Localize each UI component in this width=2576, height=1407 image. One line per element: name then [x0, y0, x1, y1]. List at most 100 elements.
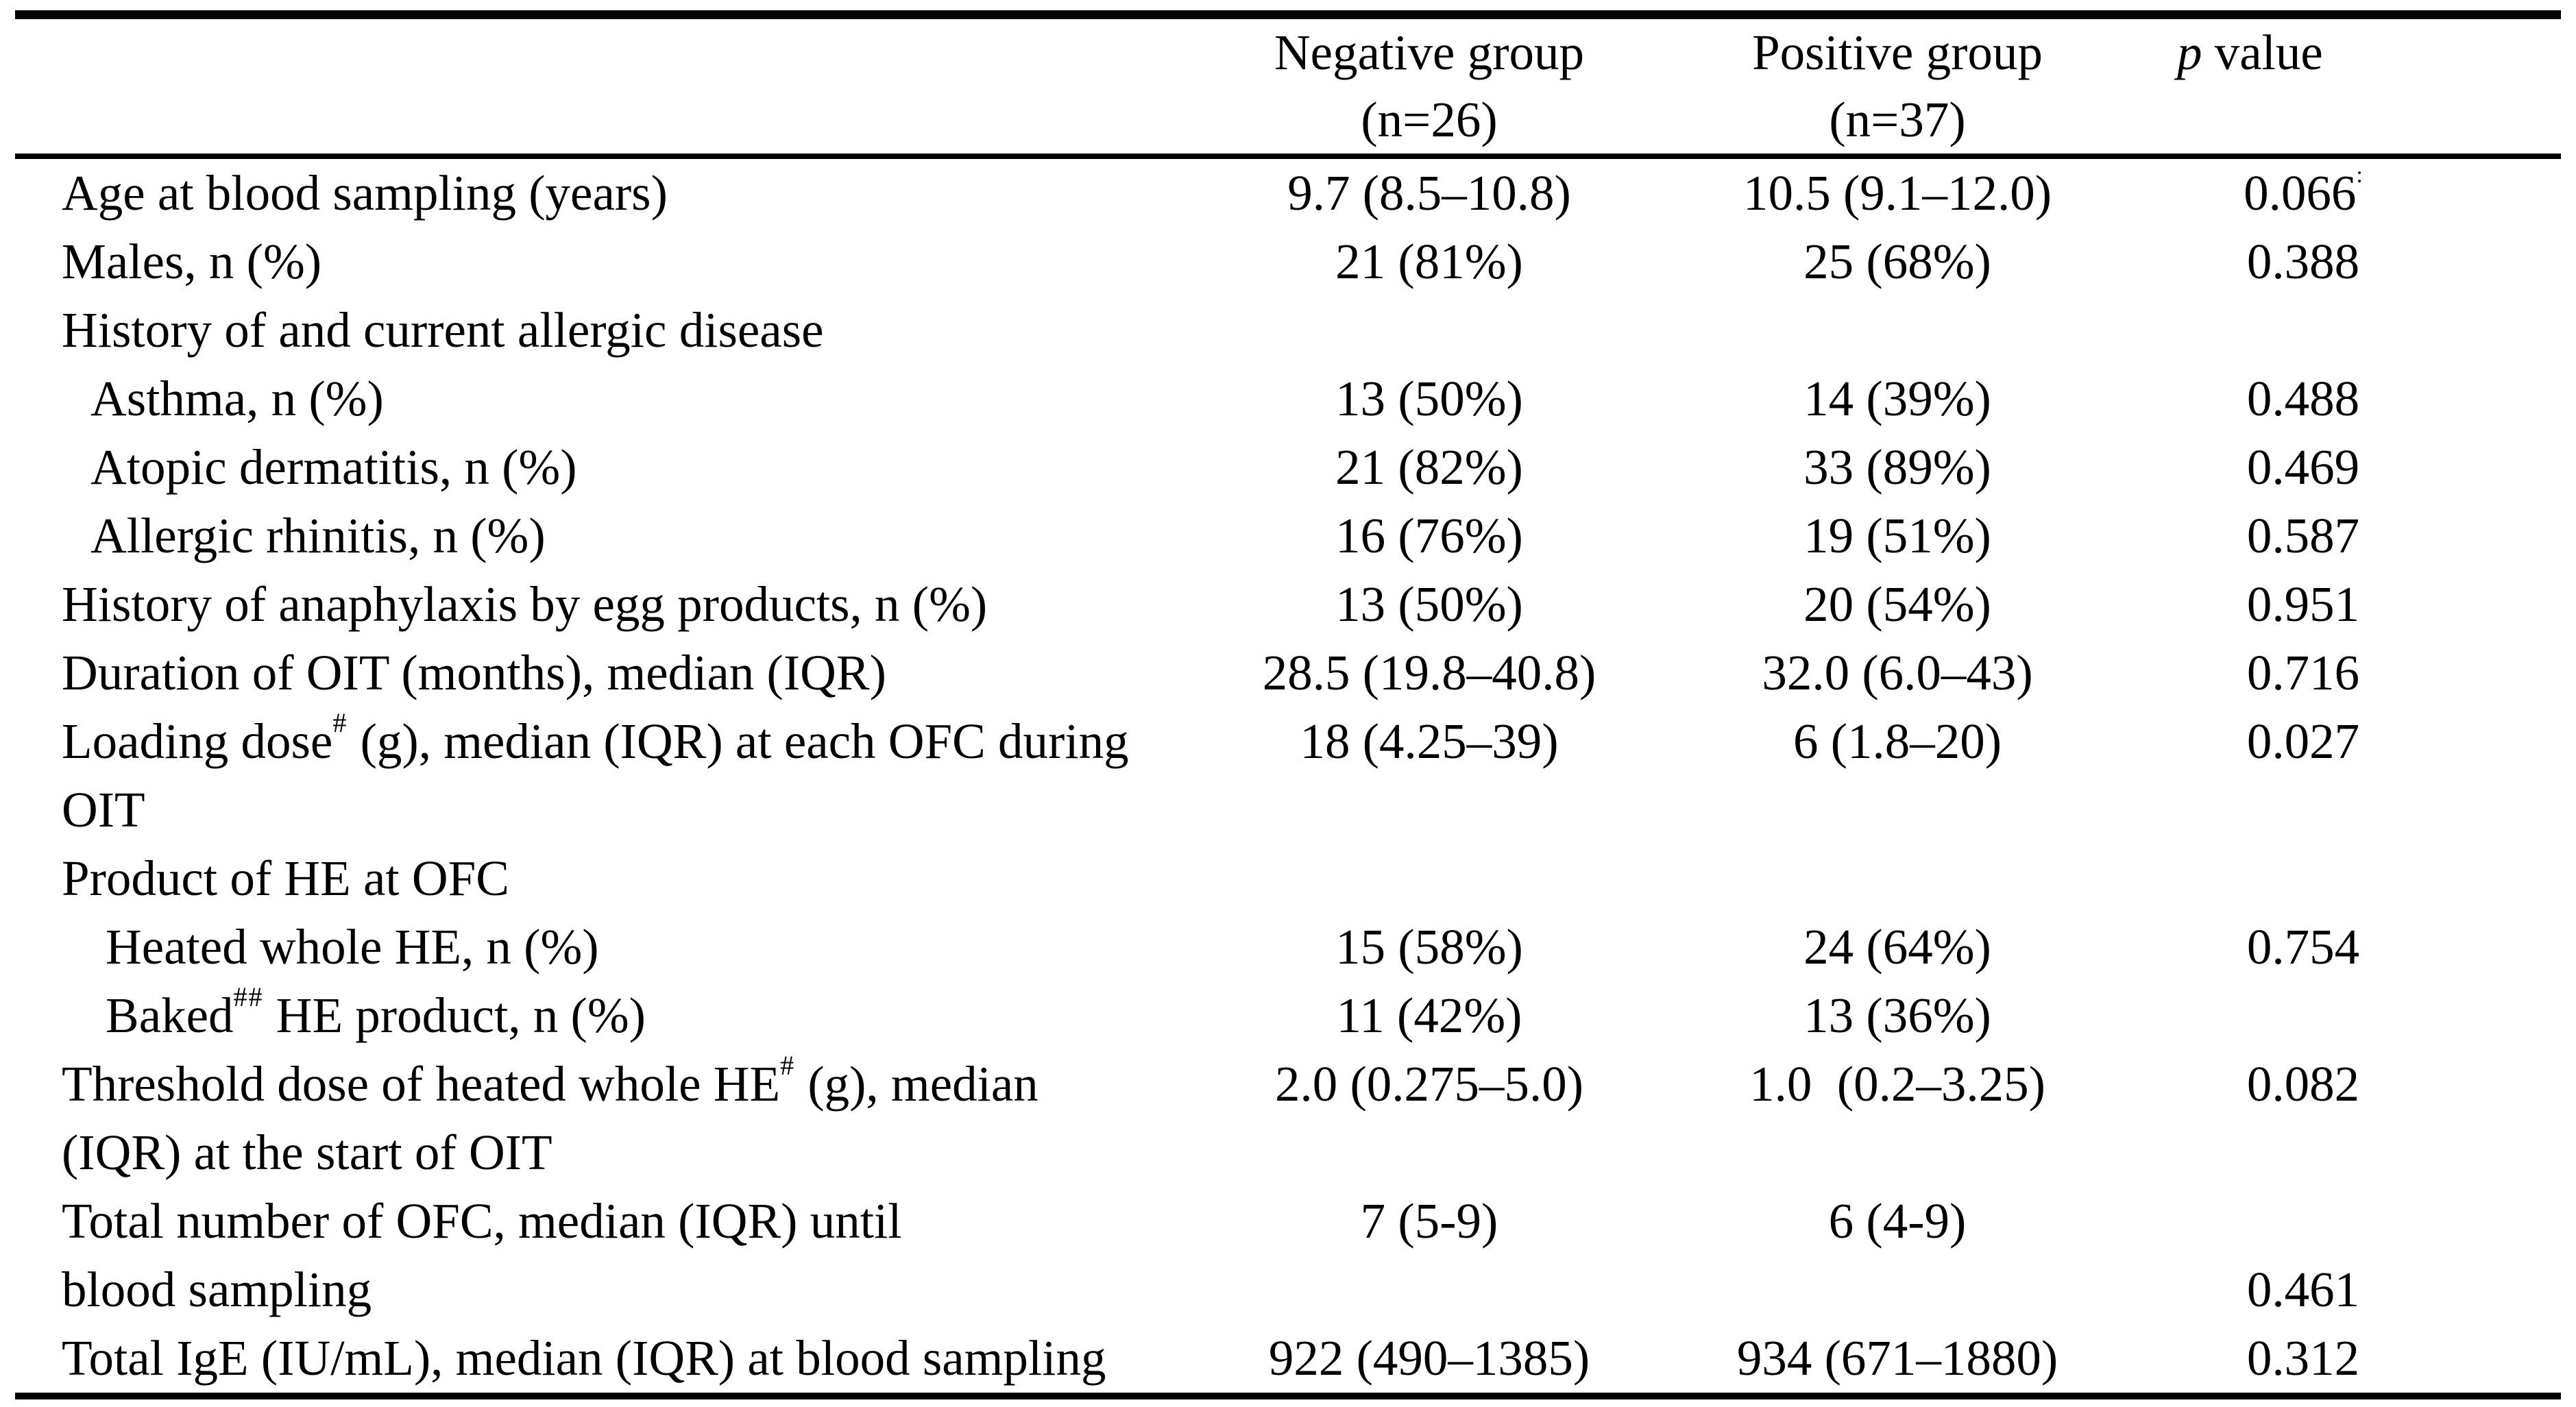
negative-group-value: 21 (82%) [1335, 439, 1523, 495]
row-label-text: Total IgE (IU/mL), median (IQR) at blood… [62, 1330, 1106, 1386]
p-italic: p [2177, 25, 2202, 80]
p-value-number: 0.312 [2246, 1330, 2360, 1386]
p-value-number: 0.716 [2246, 645, 2360, 700]
row-label: Loading dose# (g), median (IQR) at each … [15, 709, 1241, 770]
positive-group-value: 32.0 (6.0–43) [1762, 645, 2033, 700]
row-label: Total number of OFC, median (IQR) until [15, 1192, 1241, 1250]
table-row: Heated whole HE, n (%) 15 (58%) 24 (64%)… [15, 913, 2561, 981]
positive-group-value: 934 (671–1880) [1736, 1330, 2058, 1386]
table-row: Duration of OIT (months), median (IQR) 2… [15, 639, 2561, 707]
row-label: OIT [15, 781, 1241, 839]
header-row-2: (n=26) (n=37) [15, 86, 2561, 154]
column-header-positive-group: Positive group [1752, 25, 2043, 80]
row-label: Allergic rhinitis, n (%) [15, 507, 1241, 565]
positive-group-value: 6 (1.8–20) [1793, 713, 2002, 769]
p-value-number: 0.388 [2246, 234, 2360, 289]
p-value: 0.754 [2177, 918, 2429, 976]
row-label: Heated whole HE, n (%) [15, 918, 1241, 976]
table-row: History of and current allergic disease [15, 296, 2561, 365]
column-header-negative-group: Negative group [1274, 25, 1585, 80]
table-row: Allergic rhinitis, n (%) 16 (76%) 19 (51… [15, 502, 2561, 570]
row-label-text-cont: (g), median (IQR) at each OFC during [348, 713, 1129, 769]
positive-group-value: 20 (54%) [1803, 576, 1991, 632]
footnote-marker: ## [233, 981, 264, 1012]
p-value: 0.716 [2177, 644, 2429, 702]
table-row: History of anaphylaxis by egg products, … [15, 570, 2561, 639]
p-value-number: 0.951 [2246, 576, 2360, 632]
p-value: 0.388 [2177, 233, 2429, 291]
column-header-negative-n: (n=26) [1361, 92, 1498, 147]
table-row: Asthma, n (%) 13 (50%) 14 (39%) 0.488 [15, 365, 2561, 433]
row-label-text: Allergic rhinitis, n (%) [90, 508, 546, 563]
row-label: Males, n (%) [15, 233, 1241, 291]
positive-group-value: 33 (89%) [1803, 439, 1991, 495]
table-row: Total IgE (IU/mL), median (IQR) at blood… [15, 1324, 2561, 1393]
column-header-positive-n: (n=37) [1829, 92, 1966, 147]
negative-group-value: 7 (5-9) [1360, 1193, 1498, 1249]
p-footnote-marker: : [2356, 162, 2363, 188]
row-label-text: History of and current allergic disease [62, 302, 824, 358]
positive-group-value: 1.0 (0.2–3.25) [1749, 1056, 2045, 1112]
table-row: OIT [15, 776, 2561, 844]
row-label: Product of HE at OFC [15, 850, 1241, 907]
p-value-word: value [2202, 25, 2323, 80]
p-value-number: 0.754 [2246, 919, 2360, 975]
row-label-text: Age at blood sampling (years) [62, 165, 668, 221]
p-value: 0.469 [2177, 439, 2429, 496]
row-label: Atopic dermatitis, n (%) [15, 439, 1241, 496]
negative-group-value: 18 (4.25–39) [1300, 713, 1559, 769]
row-label: Baked## HE product, n (%) [15, 983, 1241, 1044]
table-row: Threshold dose of heated whole HE# (g), … [15, 1050, 2561, 1118]
table-row: Atopic dermatitis, n (%) 21 (82%) 33 (89… [15, 433, 2561, 502]
negative-group-value: 13 (50%) [1335, 371, 1523, 426]
p-value: 0.587 [2177, 507, 2429, 565]
row-label-text: Asthma, n (%) [90, 371, 384, 426]
table-row: Age at blood sampling (years) 9.7 (8.5–1… [15, 159, 2561, 228]
row-label-text: (IQR) at the start of OIT [62, 1125, 552, 1180]
negative-group-value: 11 (42%) [1336, 988, 1522, 1043]
negative-group-value: 16 (76%) [1335, 508, 1523, 563]
row-label: blood sampling [15, 1261, 1241, 1319]
positive-group-value: 19 (51%) [1803, 508, 1991, 563]
positive-group-value: 25 (68%) [1803, 234, 1991, 289]
row-label: Asthma, n (%) [15, 370, 1241, 428]
positive-group-value: 6 (4-9) [1828, 1193, 1967, 1249]
row-label: Duration of OIT (months), median (IQR) [15, 644, 1241, 702]
positive-group-value: 24 (64%) [1803, 919, 1991, 975]
row-label-text: Product of HE at OFC [62, 851, 509, 906]
negative-group-value: 2.0 (0.275–5.0) [1274, 1056, 1584, 1112]
table-row: Product of HE at OFC [15, 844, 2561, 913]
table-row: Males, n (%) 21 (81%) 25 (68%) 0.388 [15, 228, 2561, 296]
table-row: Total number of OFC, median (IQR) until … [15, 1187, 2561, 1256]
positive-group-value: 13 (36%) [1803, 988, 1991, 1043]
row-label-text: Baked [106, 988, 234, 1043]
table-row: blood sampling 0.461 [15, 1256, 2561, 1324]
p-value-number: 0.461 [2246, 1262, 2360, 1317]
row-label-text: Total number of OFC, median (IQR) until [62, 1193, 902, 1249]
row-label: History of anaphylaxis by egg products, … [15, 576, 1241, 633]
table-row: Loading dose# (g), median (IQR) at each … [15, 707, 2561, 776]
row-label: Total IgE (IU/mL), median (IQR) at blood… [15, 1330, 1241, 1387]
row-label: (IQR) at the start of OIT [15, 1124, 1241, 1182]
p-value-number: 0.027 [2246, 713, 2360, 769]
p-value: 0.951 [2177, 576, 2429, 633]
positive-group-value: 10.5 (9.1–12.0) [1742, 165, 2052, 221]
row-label-text-cont: HE product, n (%) [263, 988, 646, 1043]
p-value-number: 0.587 [2246, 508, 2360, 563]
table-row: Baked## HE product, n (%) 11 (42%) 13 (3… [15, 981, 2561, 1050]
column-header-p-value: p value [2177, 24, 2429, 82]
row-label-text: Loading dose [62, 713, 333, 769]
row-label-text: Threshold dose of heated whole HE [62, 1056, 781, 1112]
row-label: Threshold dose of heated whole HE# (g), … [15, 1052, 1241, 1113]
header-row-1: Negative group Positive group p value [15, 19, 2561, 86]
p-value-number: 0.066 [2244, 165, 2357, 221]
row-label-text: Males, n (%) [62, 234, 322, 289]
row-label-text: blood sampling [62, 1262, 372, 1317]
p-value: 0.082 [2177, 1055, 2429, 1113]
negative-group-value: 13 (50%) [1335, 576, 1523, 632]
table-header: Negative group Positive group p value (n… [15, 19, 2561, 159]
footnote-marker: # [780, 1050, 796, 1081]
row-label-text: Atopic dermatitis, n (%) [90, 439, 577, 495]
paper-page: Negative group Positive group p value (n… [0, 10, 2576, 1407]
characteristics-table: Negative group Positive group p value (n… [15, 10, 2561, 1399]
